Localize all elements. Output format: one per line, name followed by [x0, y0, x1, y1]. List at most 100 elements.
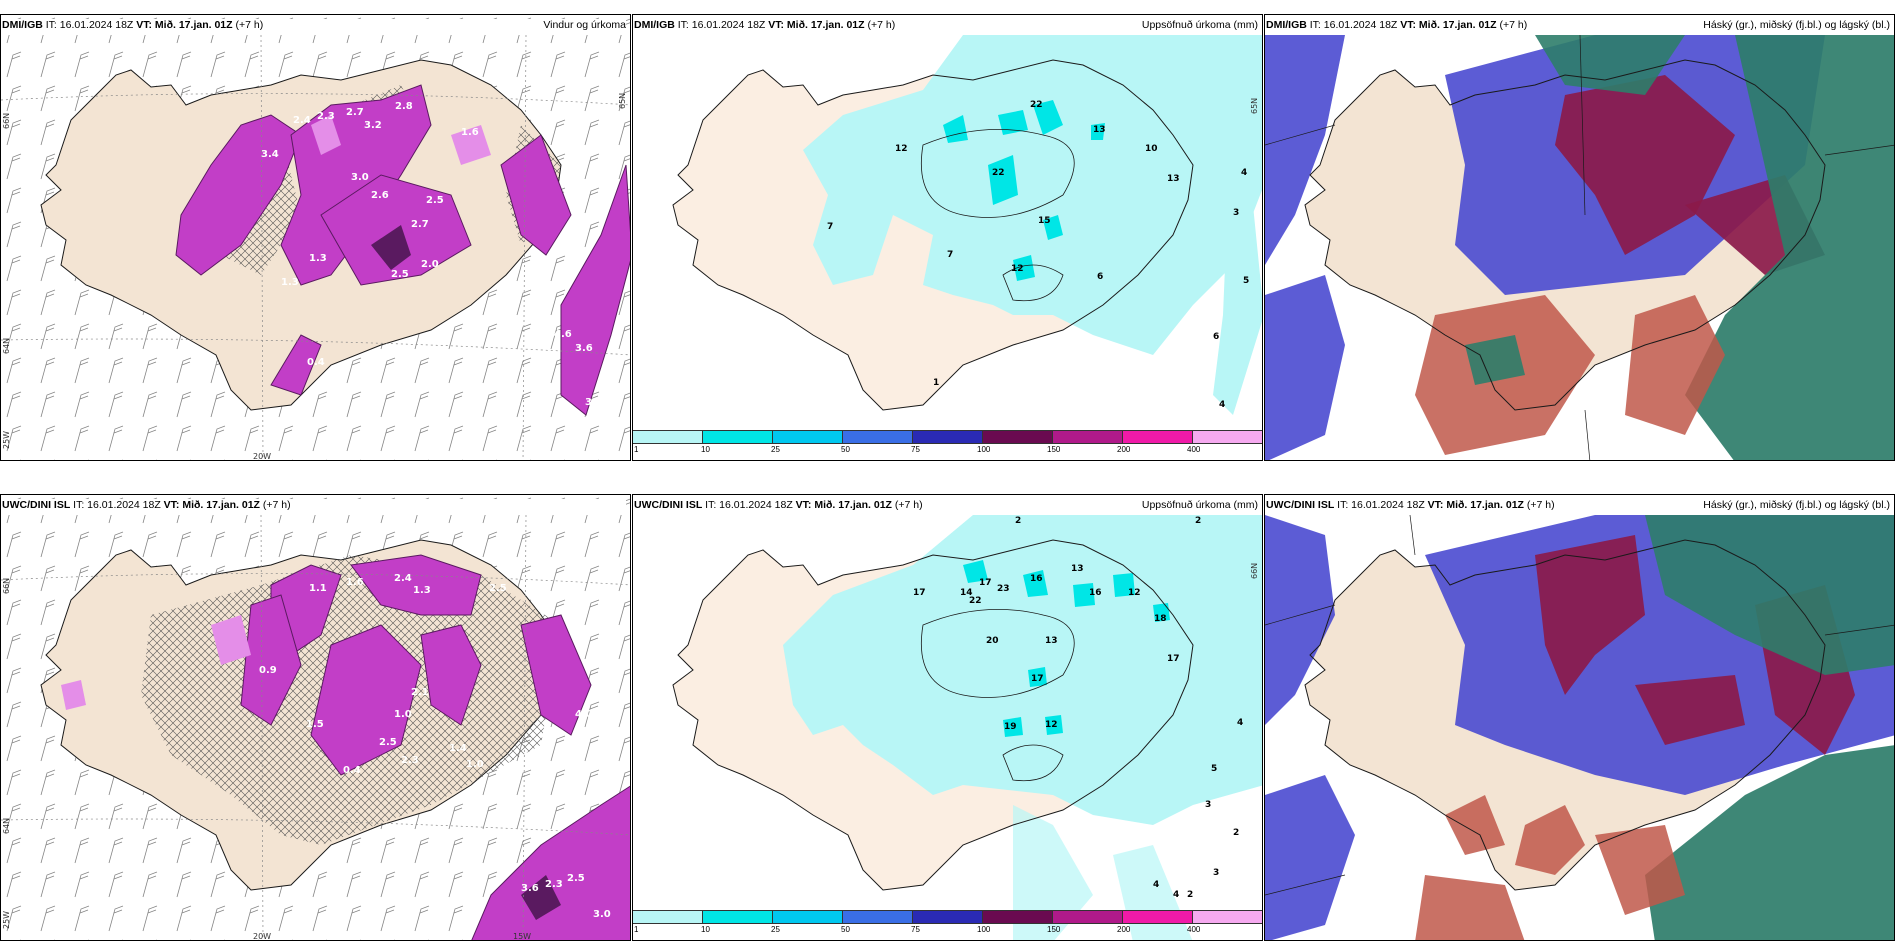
lead-time: (+7 h): [1499, 19, 1528, 31]
value-label: 13: [1093, 125, 1106, 135]
value-label: 1: [933, 378, 939, 388]
value-label: 17: [913, 588, 926, 598]
init-time: IT: 16.01.2024 18Z: [1337, 499, 1425, 511]
panel-title: Vindur og úrkoma: [543, 19, 626, 31]
colorbar-tick: 400: [1187, 925, 1201, 934]
value-label: 2.7: [411, 219, 429, 230]
panel-title: Háský (gr.), miðský (fj.bl.) og lágský (…: [1703, 19, 1890, 31]
init-time: IT: 16.01.2024 18Z: [705, 499, 793, 511]
lon-label-20: 20W: [253, 452, 271, 461]
colorbar-tick: 50: [841, 925, 850, 934]
value-label: 1.3: [413, 585, 431, 596]
value-label: 2: [1187, 890, 1193, 900]
colorbar-tick: 200: [1117, 445, 1131, 454]
colorbar-seg-4: [913, 910, 983, 924]
valid-time: VT: Mið. 17.jan. 01Z: [795, 499, 892, 511]
value-label: 12: [1011, 264, 1024, 274]
colorbar-seg-6: [1053, 430, 1123, 444]
colorbar-tick: 1: [634, 925, 639, 934]
value-label: 16: [1089, 588, 1102, 598]
valid-time: VT: Mið. 17.jan. 01Z: [1400, 19, 1497, 31]
panel-accum-precip-uwc: UWC/DINI ISL IT: 16.01.2024 18Z VT: Mið.…: [632, 494, 1263, 941]
colorbar-tick: 25: [771, 925, 780, 934]
value-label: 6: [1213, 332, 1219, 342]
colorbar-seg-8: [1193, 430, 1262, 444]
lead-time: (+7 h): [894, 499, 923, 511]
colorbar-seg-4: [913, 430, 983, 444]
precip-bands: [61, 554, 630, 940]
value-label: 2.5: [391, 269, 409, 280]
value-label: 22: [1030, 100, 1043, 110]
colorbar-tick: 150: [1047, 445, 1061, 454]
value-label: 20: [986, 636, 999, 646]
value-label: 4: [1237, 718, 1243, 728]
value-label: 2: [1015, 516, 1021, 526]
value-label: 2.3: [545, 879, 563, 890]
panel-header: UWC/DINI ISL IT: 16.01.2024 18Z VT: Mið.…: [1266, 499, 1890, 515]
value-label: 3.6: [521, 883, 539, 894]
lat-label-64: 64N: [2, 338, 11, 354]
colorbar-tick: 25: [771, 445, 780, 454]
value-label: 3: [1233, 208, 1239, 218]
panel-accum-precip-dmi: DMI/IGB IT: 16.01.2024 18Z VT: Mið. 17.j…: [632, 14, 1263, 461]
lat-label-65: 65N: [1250, 98, 1259, 114]
value-label: 4: [1153, 880, 1159, 890]
value-label: 1.3: [309, 253, 327, 264]
precip-labels: 2.4 1.1 2.5 1.3 1.6 1.0 0.9 2.1 2.5 1.5 …: [259, 573, 614, 920]
lat-label-66: 66N: [2, 113, 11, 129]
value-label: 3.4: [261, 149, 279, 160]
init-time: IT: 16.01.2024 18Z: [677, 19, 766, 31]
colorbar-seg-2: [773, 430, 843, 444]
panel-title: Uppsöfnuð úrkoma (mm): [1141, 19, 1258, 31]
panel-title: Háský (gr.), miðský (fj.bl.) og lágský (…: [1703, 499, 1890, 511]
colorbar-seg-5: [983, 910, 1053, 924]
lon-label-25: 25W: [2, 431, 11, 449]
value-label: 2.4: [394, 573, 412, 584]
value-label: 6: [1097, 272, 1103, 282]
value-label: 3: [1213, 868, 1219, 878]
valid-time: VT: Mið. 17.jan. 01Z: [163, 499, 260, 511]
colorbar-seg-3: [843, 910, 913, 924]
value-label: 16: [1030, 574, 1043, 584]
value-label: 7: [947, 250, 953, 260]
value-label: 1.6: [461, 127, 479, 138]
value-label: 10: [1145, 144, 1158, 154]
lon-label-20: 20W: [253, 932, 271, 941]
colorbar-tick: 75: [911, 925, 920, 934]
value-label: 2: [1233, 828, 1239, 838]
cloud-layers: [1265, 515, 1894, 940]
lead-time: (+7 h): [867, 19, 896, 31]
value-label: 4: [1173, 890, 1179, 900]
value-label: 1.3: [596, 673, 614, 684]
panel-wind-precip-dmi: DMI/IGB IT: 16.01.2024 18Z VT: Mið. 17.j…: [0, 14, 631, 461]
value-label: 1.1: [309, 583, 327, 594]
value-label: 3.6: [575, 343, 593, 354]
map-wind-precip: 66N 64N 20W 15W 25W 2.4 1.1 2.5 1.3 1.6 …: [1, 495, 630, 941]
panel-title: Uppsöfnuð úrkoma (mm): [1141, 499, 1258, 511]
panel-header: UWC/DINI ISL IT: 16.01.2024 18Z VT: Mið.…: [634, 499, 1258, 515]
value-label: 0.4: [343, 765, 361, 776]
value-label: 2.8: [395, 101, 413, 112]
lon-label-15: 15W: [513, 932, 531, 941]
value-label: 1.4: [449, 743, 467, 754]
value-label: 17: [1031, 674, 1044, 684]
map-accum-precip: 65N 22 13 12 22 10 13 7 15 7 12 6 4 3 5 …: [672, 35, 1262, 415]
graticule: [1265, 34, 1894, 460]
valid-time: VT: Mið. 17.jan. 01Z: [1427, 499, 1524, 511]
value-label: 18: [1154, 614, 1167, 624]
panel-header: DMI/IGB IT: 16.01.2024 18Z VT: Mið. 17.j…: [2, 19, 626, 35]
lead-time: (+7 h): [1526, 499, 1555, 511]
value-label: 2.0: [421, 259, 439, 270]
value-label: 3.2: [364, 120, 382, 131]
colorbar-tick: 1: [634, 445, 639, 454]
precip-colorbar: 1 10 25 50 75 100 150 200 400: [633, 430, 1262, 454]
colorbar-seg-2: [773, 910, 843, 924]
value-label: 2.7: [346, 107, 364, 118]
panel-clouds-uwc: UWC/DINI ISL IT: 16.01.2024 18Z VT: Mið.…: [1264, 494, 1895, 941]
value-label: 1.0: [394, 709, 412, 720]
init-time: IT: 16.01.2024 18Z: [45, 19, 134, 31]
precip-bands: [175, 84, 630, 416]
value-label: 3.0: [593, 909, 611, 920]
value-label: 1.6: [346, 577, 364, 588]
map-accum-precip: 66N 2 2 13 17 14 23 16 16 12 17 22 18 20…: [672, 515, 1262, 940]
